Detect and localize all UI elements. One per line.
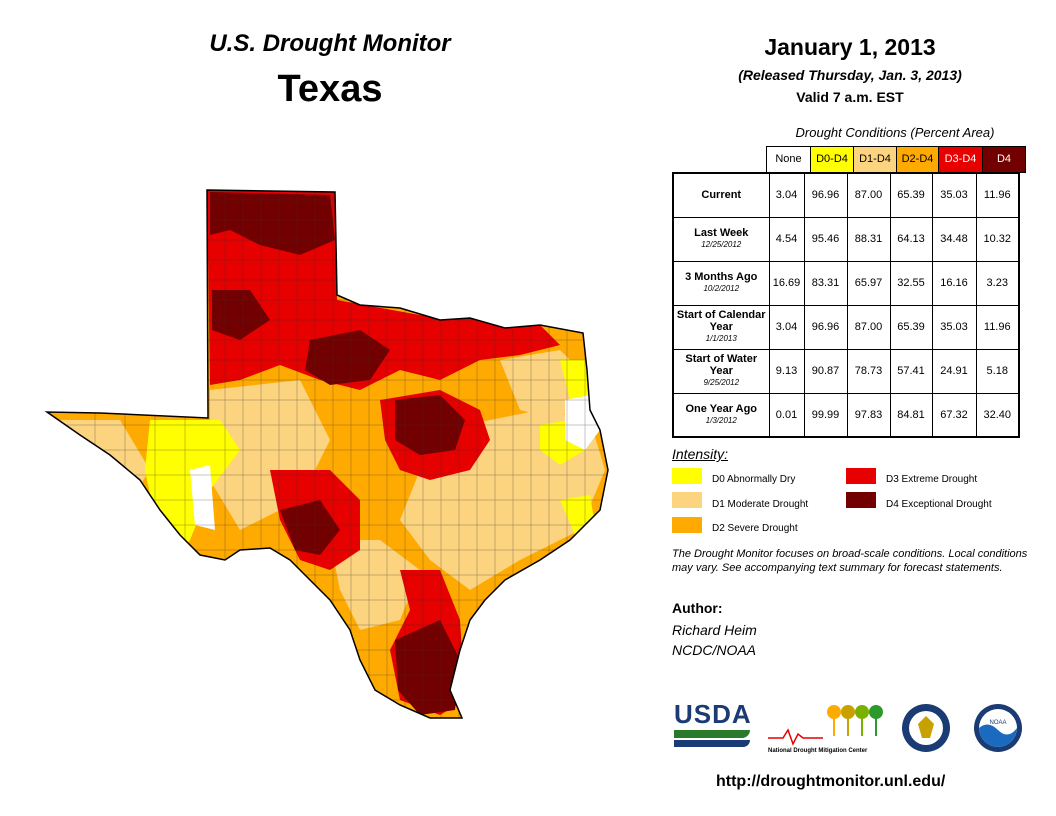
row-label: Start of Calendar Year 1/1/2013 (672, 304, 770, 350)
table-cell: 97.83 (846, 392, 891, 438)
table-cell: 3.04 (768, 304, 805, 350)
legend-label-d2: D2 Severe Drought (712, 523, 798, 534)
col-d2-d4: D2-D4 (896, 147, 938, 172)
row-label-date: 1/3/2012 (705, 415, 737, 425)
row-label: Last Week 12/25/2012 (672, 216, 770, 262)
row-label-text: One Year Ago (685, 402, 758, 415)
website-url[interactable]: http://droughtmonitor.unl.edu/ (716, 773, 946, 790)
table-cell: 9.13 (768, 348, 805, 394)
author-org: NCDC/NOAA (672, 642, 757, 658)
table-cell: 3.23 (975, 260, 1020, 306)
table-cell: 34.48 (931, 216, 977, 262)
table-cell: 16.69 (768, 260, 805, 306)
row-label-date: 1/1/2013 (705, 334, 737, 343)
release-date: (Released Thursday, Jan. 3, 2013) (738, 67, 962, 83)
row-label: One Year Ago 1/3/2012 (672, 392, 770, 438)
table-cell: 67.32 (931, 392, 977, 438)
table-cell: 65.97 (846, 260, 891, 306)
table-row: One Year Ago 1/3/2012 0.01 99.99 97.83 84.81 6… (672, 392, 1020, 438)
legend-title: Intensity: (672, 446, 729, 462)
legend-swatch-d1 (672, 492, 702, 508)
table-cell: 16.16 (931, 260, 977, 306)
author-name: Richard Heim (672, 622, 757, 638)
table-cell: 11.96 (975, 172, 1020, 218)
table-cell: 95.46 (803, 216, 848, 262)
table-cell: 5.18 (975, 348, 1020, 394)
svg-text:National Drought Mitigation Ce: National Drought Mitigation Center (768, 748, 868, 754)
row-label-text: Last Week (694, 227, 749, 239)
table-cell: 90.87 (803, 348, 848, 394)
table-cell: 57.41 (889, 348, 933, 394)
table-cell: 87.00 (846, 304, 891, 350)
legend-label-d0: D0 Abnormally Dry (712, 474, 796, 485)
table-cell: 65.39 (889, 304, 933, 350)
table-cell: 3.04 (768, 172, 805, 218)
map-title: U.S. Drought Monitor (209, 30, 451, 57)
legend-swatch-d0 (672, 468, 702, 484)
table-cell: 96.96 (803, 304, 848, 350)
table-cell: 35.03 (931, 172, 977, 218)
legend-label-d1: D1 Moderate Drought (712, 499, 809, 510)
col-d3-d4: D3-D4 (938, 147, 982, 172)
row-label-text: Start of Water Year (685, 353, 758, 377)
ndmc-logo: National Drought Mitigation Center (768, 705, 883, 754)
author-block: Richard Heim NCDC/NOAA (672, 620, 757, 660)
row-label-date: 9/25/2012 (703, 378, 740, 387)
legend-swatch-d2 (672, 517, 702, 533)
row-label: Current (672, 172, 770, 218)
author-heading: Author: (672, 600, 723, 616)
table-cell: 4.54 (768, 216, 805, 262)
table-row: Start of Calendar Year 1/1/2013 3.04 96.96 8… (672, 304, 1020, 350)
state-name: Texas (277, 68, 383, 110)
legend-label-d4: D4 Exceptional Drought (886, 499, 992, 510)
row-label-text: 3 Months Ago (685, 271, 758, 283)
row-label: 3 Months Ago 10/2/2012 (672, 260, 770, 306)
legend-label-d3: D3 Extreme Drought (886, 474, 978, 485)
col-d4: D4 (982, 147, 1025, 172)
table-cell: 32.40 (975, 392, 1020, 438)
table-row: 3 Months Ago 10/2/2012 16.69 83.31 65.97 32.5… (672, 260, 1020, 306)
noaa-logo: NOAA (974, 704, 1022, 752)
svg-text:NOAA: NOAA (989, 720, 1006, 726)
table-cell: 99.99 (803, 392, 848, 438)
texas-drought-map (44, 189, 609, 719)
table-row: Start of Water Year 9/25/2012 9.13 90.87 78.… (672, 348, 1020, 394)
map-date: January 1, 2013 (764, 34, 936, 60)
usda-logo: USDA (674, 700, 751, 754)
table-cell: 96.96 (803, 172, 848, 218)
table-cell: 11.96 (975, 304, 1020, 350)
valid-time: Valid 7 a.m. EST (796, 89, 904, 105)
table-cell: 64.13 (889, 216, 933, 262)
table-header: None D0-D4 D1-D4 D2-D4 D3-D4 D4 (766, 146, 1026, 173)
col-none: None (767, 147, 810, 172)
row-label: Start of Water Year 9/25/2012 (672, 348, 770, 394)
row-label-date: 10/2/2012 (703, 284, 740, 293)
table-row: Last Week 12/25/2012 4.54 95.46 88.31 64.13 34… (672, 216, 1020, 262)
table-cell: 10.32 (975, 216, 1020, 262)
row-label-text: Start of Calendar Year (676, 309, 766, 333)
col-d1-d4: D1-D4 (853, 147, 896, 172)
disclaimer-note: The Drought Monitor focuses on broad-sca… (672, 548, 1028, 574)
table-row: Current 3.04 96.96 87.00 65.39 35.03 11.96 (672, 172, 1020, 218)
table-cell: 24.91 (931, 348, 977, 394)
table-cell: 35.03 (931, 304, 977, 350)
drought-conditions-table: Current 3.04 96.96 87.00 65.39 35.03 11.96 Last… (672, 172, 1020, 438)
table-cell: 83.31 (803, 260, 848, 306)
table-cell: 87.00 (846, 172, 891, 218)
table-cell: 0.01 (768, 392, 805, 438)
table-cell: 32.55 (889, 260, 933, 306)
table-cell: 65.39 (889, 172, 933, 218)
legend-swatch-d3 (846, 468, 876, 484)
row-label-date: 12/25/2012 (701, 240, 742, 249)
table-cell: 88.31 (846, 216, 891, 262)
legend-swatch-d4 (846, 492, 876, 508)
doc-seal-logo (902, 704, 950, 752)
table-caption: Drought Conditions (Percent Area) (795, 125, 995, 140)
col-d0-d4: D0-D4 (810, 147, 853, 172)
row-label-text: Current (701, 189, 742, 202)
table-cell: 84.81 (889, 392, 933, 438)
table-cell: 78.73 (846, 348, 891, 394)
